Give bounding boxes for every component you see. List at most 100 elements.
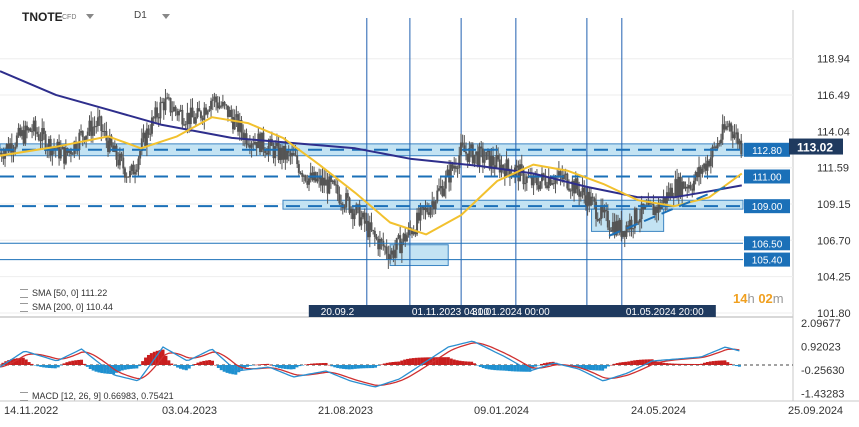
candle — [199, 111, 202, 119]
price-tick-label: 111.59 — [817, 163, 849, 175]
macd-histogram-bar — [414, 357, 418, 365]
candle — [32, 120, 35, 132]
candle — [152, 117, 155, 119]
macd-histogram-bar — [146, 354, 150, 365]
candle — [103, 131, 106, 133]
candle — [421, 207, 424, 209]
settings-icon[interactable] — [20, 392, 28, 402]
candle — [378, 238, 381, 250]
candle — [377, 238, 380, 250]
macd-histogram-bar — [481, 365, 485, 369]
macd-histogram-bar — [732, 365, 736, 366]
date-tick-label: 21.08.2023 — [318, 405, 373, 417]
macd-histogram-bar — [50, 365, 54, 369]
candle — [703, 163, 706, 169]
candle — [353, 213, 356, 220]
candle — [265, 152, 268, 155]
candle — [301, 173, 304, 177]
macd-histogram-bar — [304, 364, 308, 365]
sma50-legend[interactable]: SMA [50, 0] 111.22 — [20, 288, 107, 299]
macd-histogram-bar — [577, 365, 581, 368]
candle — [568, 188, 571, 191]
macd-histogram-bar — [376, 365, 380, 366]
settings-icon[interactable] — [20, 303, 28, 313]
candle — [461, 142, 464, 146]
candle — [552, 183, 555, 185]
macd-legend[interactable]: MACD [12, 26, 9] 0.66983, 0.75421 — [20, 391, 174, 402]
timeframe[interactable]: D1 — [134, 10, 147, 21]
symbol-dropdown-icon[interactable] — [86, 14, 94, 19]
macd-label: MACD [12, 26, 9] 0.66983, 0.75421 — [32, 391, 174, 401]
candle — [598, 219, 601, 221]
macd-histogram-bar — [589, 365, 593, 371]
candle — [483, 159, 486, 163]
candle — [456, 168, 459, 170]
candle — [115, 145, 118, 160]
candle — [184, 124, 187, 126]
symbol-title[interactable]: TNOTE — [22, 10, 63, 24]
support-resistance-zone — [389, 244, 449, 267]
macd-histogram-bar — [394, 361, 398, 365]
macd-histogram-bar — [18, 357, 22, 365]
macd-histogram-bar — [388, 362, 392, 365]
candle — [573, 180, 576, 194]
candle — [154, 107, 157, 119]
macd-histogram-bar — [374, 365, 378, 368]
candle — [203, 107, 206, 120]
macd-histogram-bar — [604, 365, 608, 369]
candle — [691, 188, 694, 191]
last-price-label: 113.02 — [797, 141, 833, 155]
macd-histogram-bar — [379, 364, 383, 365]
macd-histogram-bar — [382, 363, 386, 365]
candle — [247, 144, 250, 146]
candle — [41, 128, 44, 141]
candle — [605, 210, 608, 212]
candle — [383, 246, 386, 248]
candle — [625, 225, 628, 237]
candle — [284, 145, 287, 160]
candle — [446, 169, 449, 176]
candle — [547, 176, 550, 189]
candle — [118, 153, 121, 166]
candle — [5, 143, 8, 151]
candle — [370, 222, 373, 231]
macd-histogram-bar — [499, 365, 503, 371]
candle — [574, 178, 577, 194]
macd-histogram-bar — [68, 361, 72, 365]
candle — [27, 128, 30, 131]
macd-histogram-bar — [612, 363, 616, 365]
candle — [395, 238, 398, 250]
candle — [218, 105, 221, 109]
macd-histogram-bar — [120, 365, 124, 371]
price-tick-label: 109.15 — [817, 199, 851, 211]
candle — [20, 130, 23, 136]
macd-histogram-bar — [100, 365, 104, 374]
candle — [429, 207, 432, 215]
candle — [681, 181, 684, 196]
price-tick-label: 114.04 — [817, 126, 850, 138]
candle — [149, 133, 152, 135]
level-label-bg — [744, 236, 790, 251]
macd-histogram-bar — [630, 360, 634, 365]
macd-histogram-bar — [138, 365, 142, 367]
macd-histogram-bar — [333, 365, 337, 368]
candle — [588, 191, 591, 206]
candle — [632, 228, 635, 230]
candle — [719, 139, 722, 144]
timeframe-dropdown-icon[interactable] — [162, 14, 170, 19]
macd-histogram-bar — [464, 361, 468, 365]
marker-label: 01.05.2024 20:00 — [626, 307, 704, 318]
settings-icon[interactable] — [20, 289, 28, 299]
sma200-legend[interactable]: SMA [200, 0] 110.44 — [20, 302, 113, 313]
candle — [676, 179, 679, 197]
candle — [579, 192, 582, 197]
macd-tick-label: -0.25630 — [801, 365, 844, 377]
macd-histogram-bar — [71, 360, 75, 365]
candle — [328, 176, 331, 194]
candle — [135, 169, 138, 172]
macd-histogram-bar — [225, 365, 229, 373]
candle — [360, 217, 363, 226]
candle — [275, 142, 278, 147]
macd-histogram-bar — [592, 365, 596, 371]
